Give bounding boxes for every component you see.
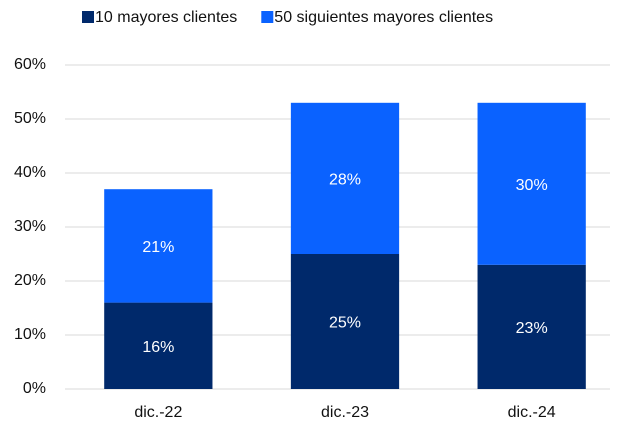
y-tick-label: 30% [14,218,46,235]
legend-swatch [261,11,274,23]
legend-swatch [82,11,94,23]
legend-label: 50 siguientes mayores clientes [274,9,493,26]
bar-segment [477,264,586,389]
y-tick-label: 40% [14,164,46,181]
bar-segment [477,102,586,265]
x-tick-label: dic.-24 [508,404,556,421]
bar-segment [104,302,213,389]
data-label: 30% [516,177,548,194]
legend-label: 10 mayores clientes [95,9,237,26]
x-tick-label: dic.-22 [134,404,182,421]
y-tick-label: 0% [23,380,46,397]
bar-segment [290,254,400,389]
data-label: 23% [516,320,548,337]
bar-segment [290,102,400,254]
y-tick-label: 20% [14,272,46,289]
data-label: 21% [142,239,174,256]
bar-segment [104,189,213,303]
x-tick-label: dic.-23 [321,404,369,421]
data-label: 16% [142,339,174,356]
y-tick-label: 60% [14,56,46,73]
data-label: 25% [329,315,361,332]
y-tick-label: 50% [14,110,46,127]
y-tick-label: 10% [14,326,46,343]
data-label: 28% [329,172,361,189]
